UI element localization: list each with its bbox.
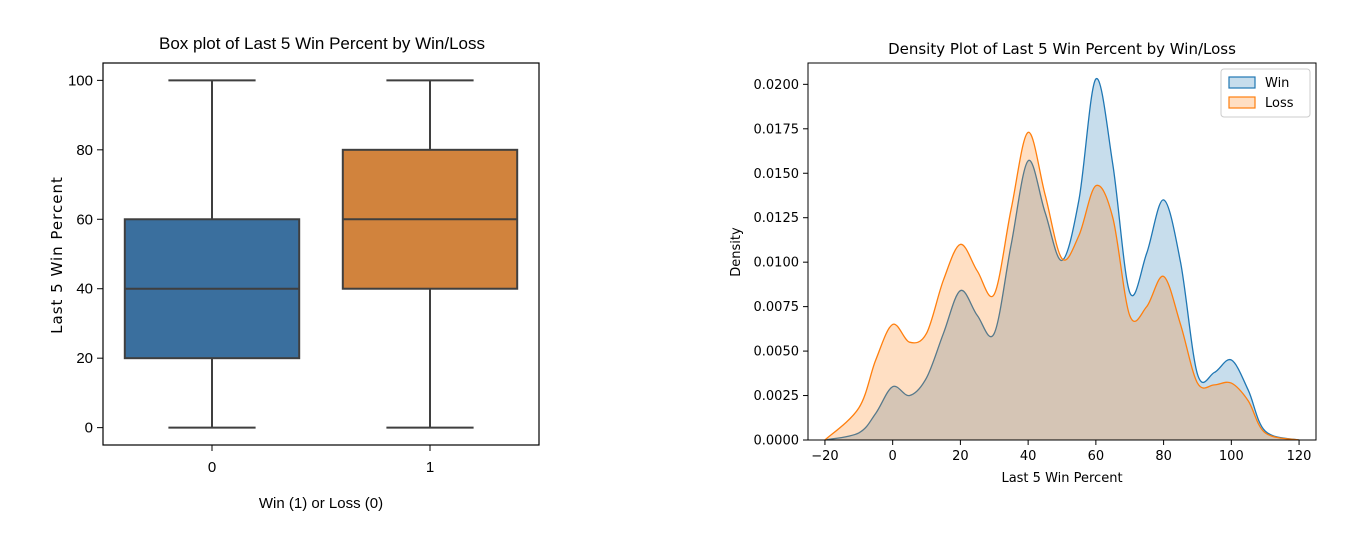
density-plot-x-axis-label: Last 5 Win Percent: [1001, 471, 1122, 486]
density-y-tick-label: 0.0000: [754, 434, 800, 449]
density-plot-legend: Win Loss: [1220, 68, 1311, 118]
box-plot-y-axis-label: Last 5 Win Percent: [48, 176, 66, 334]
box-plot-x-axis-label: Win (1) or Loss (0): [259, 495, 383, 512]
density-x-tick-label: 100: [1219, 449, 1244, 464]
legend-label-win: Win: [1265, 76, 1289, 91]
box-plot-x-tick-label: 0: [208, 459, 216, 476]
density-plot-frame: [807, 62, 1317, 441]
density-area-loss: [824, 132, 1300, 441]
legend-label-loss: Loss: [1265, 96, 1294, 111]
density-y-tick-label: 0.0175: [754, 122, 800, 137]
box-plot-y-tick-label: 80: [76, 142, 93, 159]
box-plot-frame: [102, 62, 540, 446]
box-plot-chart: Box plot of Last 5 Win Percent by Win/Lo…: [48, 34, 540, 512]
density-y-tick-label: 0.0200: [754, 78, 800, 93]
box-plot-y-tick-label: 100: [68, 72, 93, 89]
box-plot-title: Box plot of Last 5 Win Percent by Win/Lo…: [159, 34, 485, 53]
density-x-tick-label: 60: [1088, 449, 1105, 464]
legend-swatch-win: [1228, 76, 1256, 89]
density-x-tick-label: 80: [1155, 449, 1172, 464]
density-plot-chart: Density Plot of Last 5 Win Percent by Wi…: [729, 40, 1317, 486]
legend-swatch-loss: [1228, 96, 1256, 109]
box-plot-y-tick-label: 0: [85, 420, 93, 437]
density-x-tick-label: 20: [952, 449, 969, 464]
legend-box: [1220, 68, 1311, 118]
box-plot-y-tick-label: 40: [76, 281, 93, 298]
density-x-tick-label: 120: [1287, 449, 1312, 464]
density-plot-title: Density Plot of Last 5 Win Percent by Wi…: [888, 40, 1236, 58]
density-x-tick-label: 0: [889, 449, 897, 464]
density-y-tick-label: 0.0025: [754, 389, 800, 404]
box-plot-y-tick-label: 60: [76, 211, 93, 228]
box-plot-y-tick-label: 20: [76, 350, 93, 367]
density-y-tick-label: 0.0150: [754, 167, 800, 182]
density-y-tick-label: 0.0125: [754, 211, 800, 226]
density-y-tick-label: 0.0100: [754, 256, 800, 271]
density-y-tick-label: 0.0075: [754, 300, 800, 315]
density-x-tick-label: −20: [811, 449, 838, 464]
density-area-win: [824, 78, 1300, 440]
density-y-tick-label: 0.0050: [754, 345, 800, 360]
density-line-loss: [824, 131, 1300, 441]
box-plot-x-tick-label: 1: [426, 459, 434, 476]
density-line-win: [824, 78, 1300, 441]
density-plot-y-axis-label: Density: [729, 227, 744, 277]
density-x-tick-label: 40: [1020, 449, 1037, 464]
